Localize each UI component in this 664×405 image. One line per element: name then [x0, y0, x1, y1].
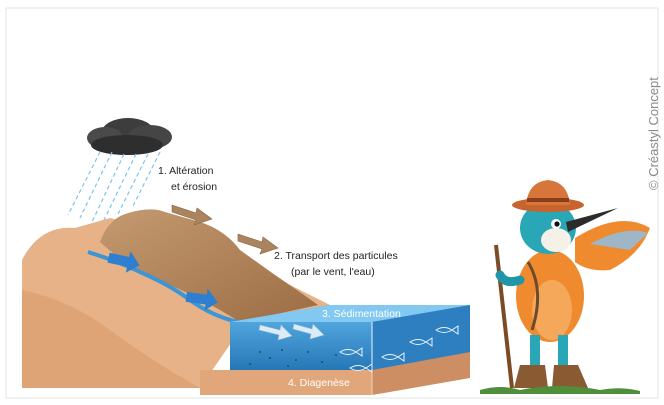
label-step3: 3. Sédimentation — [322, 308, 401, 320]
frame — [5, 7, 659, 399]
fish-icon — [339, 325, 459, 373]
river-flow-arrow-icon — [107, 251, 218, 311]
label-step4: 4. Diagenèse — [288, 377, 350, 389]
label-step1-line1: 1. Altération — [158, 165, 214, 177]
rock-layer-shade — [22, 290, 200, 388]
particle-flow-arrows — [258, 323, 325, 341]
kingfisher-mascot-icon — [480, 180, 650, 394]
wind-arrow-icon — [171, 204, 279, 255]
copyright-credit: © Créastyl Concept — [646, 77, 661, 190]
rain-drops — [67, 151, 161, 223]
sea-surface — [230, 305, 470, 322]
sediment-side — [372, 352, 470, 395]
eroding-mountain — [100, 209, 318, 322]
sediment-front — [200, 370, 372, 395]
label-step2-line1: 2. Transport des particules — [274, 250, 398, 262]
rain-cloud-icon — [87, 118, 172, 155]
label-step2-line2: (par le vent, l'eau) — [291, 266, 375, 278]
suspended-particles — [249, 349, 337, 367]
label-step1-line2: et érosion — [171, 181, 218, 193]
